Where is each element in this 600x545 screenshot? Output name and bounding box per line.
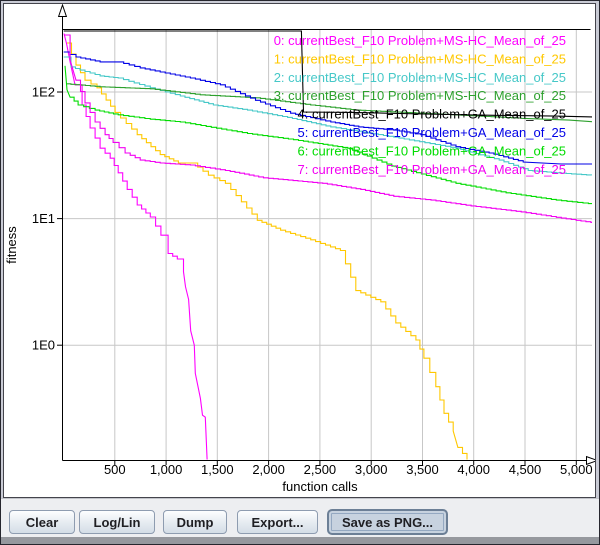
toolbar: Clear Log/Lin Dump Export... Save as PNG… [1, 498, 599, 538]
y-tick-label: 1E1 [32, 211, 55, 226]
x-tick-label: 500 [104, 462, 126, 477]
series-curve-2 [63, 56, 592, 176]
x-axis-arrow-icon [586, 455, 595, 466]
axes [57, 14, 586, 465]
legend-entry: 1: currentBest_F10 Problem+MS-HC_Mean_of… [274, 51, 566, 66]
x-tick-label: 2,000 [252, 462, 285, 477]
legend-entry: 2: currentBest_F10 Problem+MS-HC_Mean_of… [274, 70, 566, 85]
dump-button[interactable]: Dump [163, 510, 227, 534]
legend-entry: 6: currentBest_F10 Problem+GA_Mean_of_25 [298, 143, 566, 158]
x-tick-label: 3,500 [406, 462, 439, 477]
y-axis-arrow-icon [57, 4, 68, 17]
legend-entry: 0: currentBest_F10 Problem+MS-HC_Mean_of… [274, 33, 566, 48]
series-curve-1 [67, 42, 468, 460]
x-axis-title: function calls [282, 479, 358, 494]
x-tick-label: 5,000 [560, 462, 593, 477]
tick-labels: 500 1,000 1,500 2,000 2,500 3,000 3,500 4,000 4,… [32, 85, 593, 478]
plot-panel: 500 1,000 1,500 2,000 2,500 3,000 3,500 4,000 4,… [3, 3, 596, 498]
fitness-chart[interactable]: 500 1,000 1,500 2,000 2,500 3,000 3,500 4,000 4,… [4, 4, 595, 497]
y-tick-label: 1E2 [32, 85, 55, 100]
series-curve-0 [63, 33, 208, 460]
x-tick-label: 1,000 [150, 462, 183, 477]
series-curve-4 [63, 30, 592, 118]
legend-entry: 3: currentBest_F10 Problem+MS-HC_Mean_of… [274, 88, 566, 103]
save-png-button[interactable]: Save as PNG... [328, 510, 447, 534]
x-tick-label: 2,500 [304, 462, 337, 477]
x-tick-label: 4,000 [457, 462, 490, 477]
legend-entry: 5: currentBest_F10 Problem+GA_Mean_of_25 [298, 125, 566, 140]
window-resize-edge [1, 537, 599, 544]
x-tick-label: 3,000 [355, 462, 388, 477]
clear-button[interactable]: Clear [9, 510, 75, 534]
y-tick-label: 1E0 [32, 338, 55, 353]
x-tick-label: 4,500 [509, 462, 542, 477]
y-axis-title: fitness [4, 226, 19, 264]
series-curve-7 [64, 34, 592, 224]
series-curves [63, 30, 592, 460]
grid [63, 29, 592, 460]
series-curve-5 [63, 51, 592, 165]
x-tick-label: 1,500 [201, 462, 234, 477]
series-curve-6 [64, 65, 592, 205]
log-lin-button[interactable]: Log/Lin [79, 510, 155, 534]
legend-entry: 7: currentBest_F10 Problem+GA_Mean_of_25 [298, 162, 566, 177]
legend: 0: currentBest_F10 Problem+MS-HC_Mean_of… [274, 33, 566, 177]
export-button[interactable]: Export... [237, 510, 318, 534]
legend-entry: 4: currentBest_F10 Problem+GA_Mean_of_25 [298, 107, 566, 122]
